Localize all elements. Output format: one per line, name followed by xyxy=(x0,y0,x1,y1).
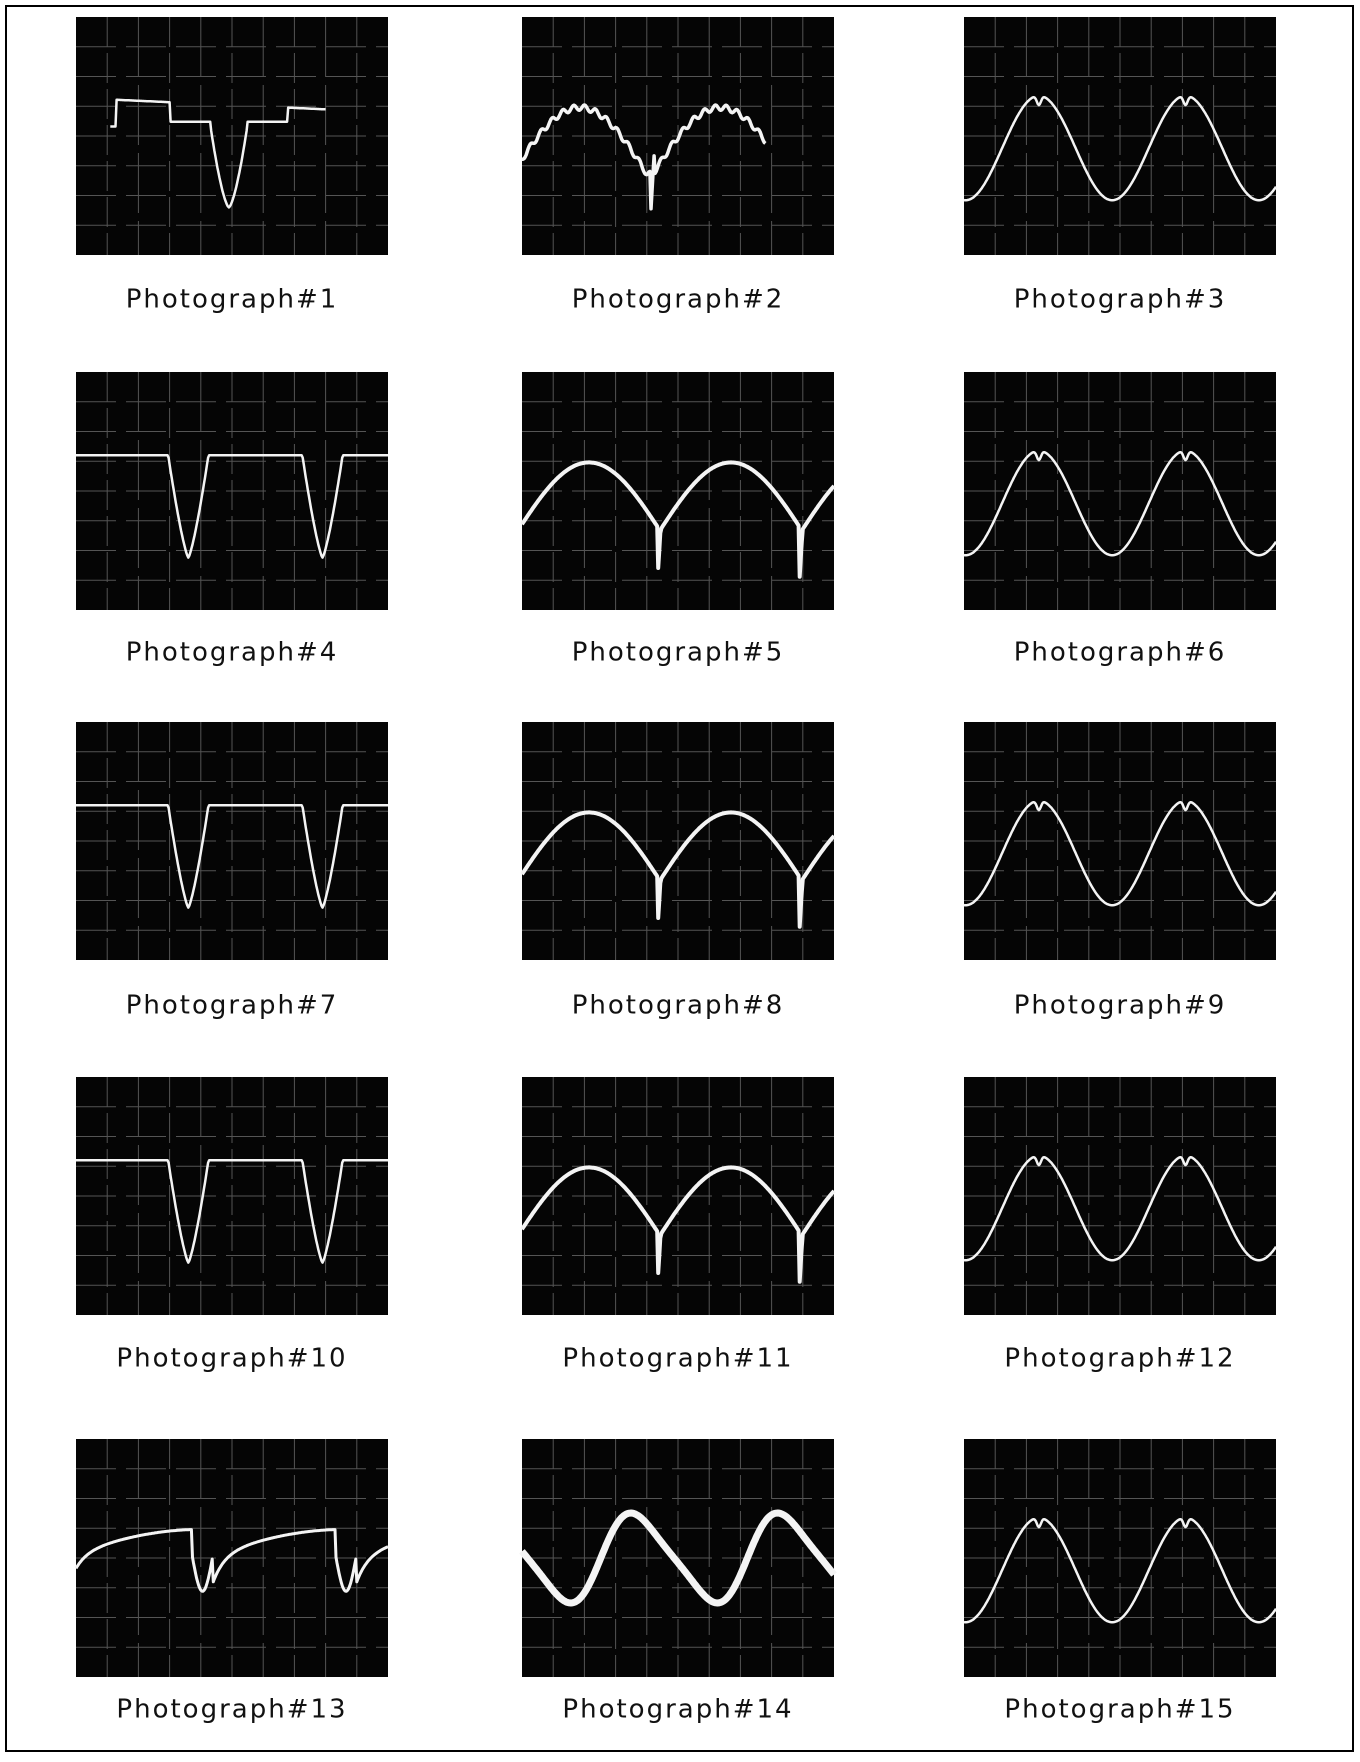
photo-caption: Photograph#2 xyxy=(572,285,785,315)
photograph: Photograph#10 xyxy=(76,1077,388,1374)
photograph: Photograph#6 xyxy=(964,372,1276,668)
photograph: Photograph#4 xyxy=(76,372,388,668)
photo-caption: Photograph#7 xyxy=(126,991,339,1021)
photo-caption: Photograph#9 xyxy=(1014,991,1227,1021)
photograph: Photograph#12 xyxy=(964,1077,1276,1374)
photo-caption: Photograph#15 xyxy=(1004,1695,1235,1725)
photo-caption: Photograph#12 xyxy=(1004,1344,1235,1374)
photo-caption: Photograph#10 xyxy=(116,1344,347,1374)
photograph: Photograph#9 xyxy=(964,722,1276,1021)
photograph: Photograph#7 xyxy=(76,722,388,1021)
photo-caption: Photograph#4 xyxy=(126,638,339,668)
photo-caption: Photograph#14 xyxy=(562,1695,793,1725)
photo-caption: Photograph#6 xyxy=(1014,638,1227,668)
photo-caption: Photograph#8 xyxy=(572,991,785,1021)
photograph: Photograph#15 xyxy=(964,1439,1276,1725)
photograph: Photograph#5 xyxy=(522,372,834,668)
photo-caption: Photograph#13 xyxy=(116,1695,347,1725)
photograph: Photograph#3 xyxy=(964,17,1276,315)
photograph: Photograph#8 xyxy=(522,722,834,1021)
photo-caption: Photograph#3 xyxy=(1014,285,1227,315)
photo-caption: Photograph#5 xyxy=(572,638,785,668)
photograph: Photograph#11 xyxy=(522,1077,834,1374)
photograph: Photograph#14 xyxy=(522,1439,834,1725)
photograph: Photograph#13 xyxy=(76,1439,388,1725)
photograph: Photograph#2 xyxy=(522,17,834,315)
document-page: Photograph#1 Photograph#2 Photograph#3 Phot… xyxy=(0,0,1360,1758)
photo-caption: Photograph#1 xyxy=(126,285,339,315)
photograph: Photograph#1 xyxy=(76,17,388,315)
photo-caption: Photograph#11 xyxy=(562,1344,793,1374)
